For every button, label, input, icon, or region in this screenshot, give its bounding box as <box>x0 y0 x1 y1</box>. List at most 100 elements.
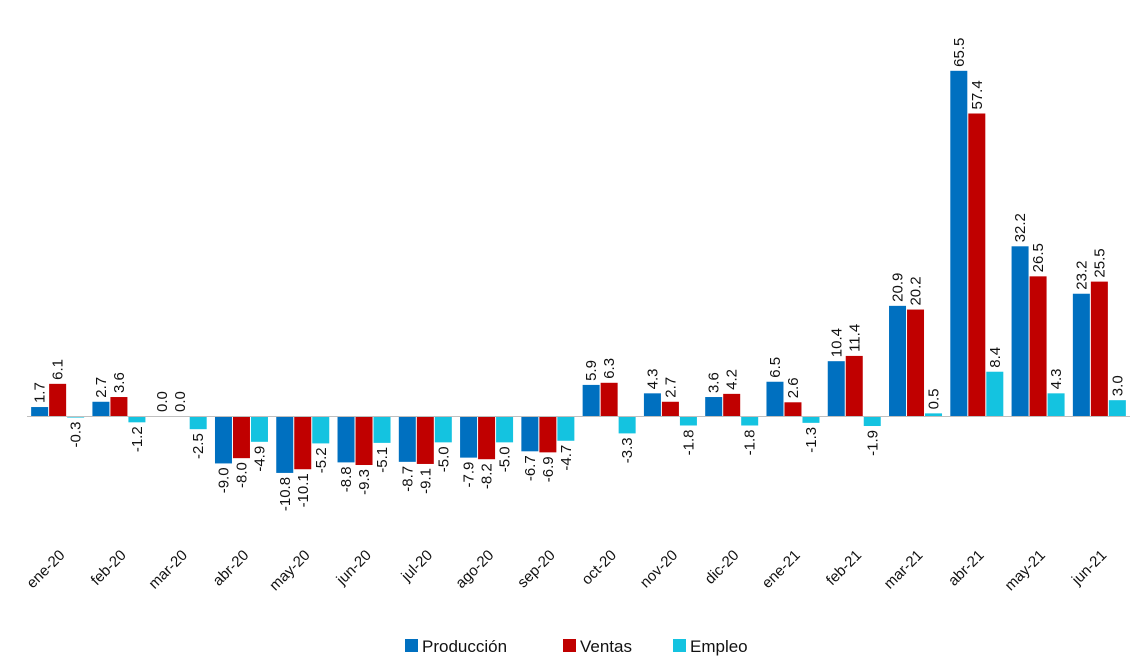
bar-ventas-feb-20 <box>110 397 128 416</box>
x-tick-label-oct-20: oct-20 <box>578 547 620 589</box>
legend-label-empleo: Empleo <box>690 637 748 656</box>
bar-ventas-jun-20 <box>355 416 373 466</box>
data-label-empleo-jul-20: -5.0 <box>435 446 452 472</box>
data-label-ventas-jul-20: -9.1 <box>417 468 434 494</box>
bar-producción-mar-21 <box>889 305 907 416</box>
legend-swatch-empleo <box>673 639 686 652</box>
bar-empleo-feb-21 <box>863 416 881 427</box>
data-label-producción-abr-20: -9.0 <box>215 467 232 493</box>
data-label-ventas-ene-21: 2.6 <box>785 377 802 398</box>
bar-producción-jul-20 <box>398 416 416 462</box>
x-tick-label-sep-20: sep-20 <box>514 547 558 591</box>
bar-ventas-may-20 <box>294 416 312 470</box>
data-label-ventas-may-20: -10.1 <box>295 473 312 507</box>
data-label-producción-may-21: 32.2 <box>1012 213 1029 242</box>
data-label-empleo-oct-20: -3.3 <box>619 437 636 463</box>
bar-empleo-oct-20 <box>618 416 636 434</box>
x-tick-label-abr-20: abr-20 <box>210 547 253 590</box>
data-labels-layer: 1.76.1-0.32.7 3.6-1.20.0 0.0-2.5-9.0 -8.0-4… <box>32 38 1127 512</box>
x-tick-label-may-21: may-21 <box>1002 547 1049 594</box>
data-label-ventas-oct-20: 6.3 <box>601 358 618 379</box>
data-label-ventas-abr-21: 57.4 <box>969 80 986 109</box>
bar-empleo-jun-21 <box>1108 400 1126 416</box>
data-label-empleo-may-20: -5.2 <box>313 447 330 473</box>
data-label-producción-jun-21: 23.2 <box>1073 261 1090 290</box>
data-label-producción-ago-20: -7.9 <box>461 462 478 488</box>
data-label-producción-nov-20: 4.3 <box>644 368 661 389</box>
x-tick-label-may-20: may-20 <box>266 547 313 594</box>
data-label-empleo-abr-20: -4.9 <box>251 446 268 472</box>
bar-producción-ago-20 <box>460 416 478 458</box>
bar-producción-jun-20 <box>337 416 355 463</box>
x-tick-label-nov-20: nov-20 <box>637 547 681 591</box>
bar-producción-may-21 <box>1011 246 1029 416</box>
x-axis-tick-labels: ene-20 feb-20 mar-20 abr-20 may-20 jun-20 jul-… <box>23 547 1110 594</box>
x-tick-label-feb-20: feb-20 <box>88 547 130 589</box>
bar-empleo-jul-20 <box>434 416 452 443</box>
bar-ventas-nov-20 <box>661 401 679 416</box>
legend: Producción Ventas Empleo <box>405 637 748 656</box>
data-label-empleo-jun-21: 3.0 <box>1109 375 1126 396</box>
bar-producción-feb-21 <box>827 361 845 416</box>
bar-empleo-sep-20 <box>557 416 575 441</box>
data-label-producción-mar-21: 20.9 <box>890 273 907 302</box>
bar-ventas-may-21 <box>1029 276 1047 417</box>
data-label-ventas-mar-20: 0.0 <box>172 391 189 412</box>
bar-producción-dic-20 <box>705 397 723 416</box>
x-tick-label-mar-21: mar-21 <box>881 547 927 593</box>
bar-empleo-jun-20 <box>373 416 391 443</box>
data-label-empleo-feb-21: -1.9 <box>864 430 881 456</box>
bar-ventas-jul-20 <box>416 416 434 464</box>
bar-ventas-ago-20 <box>478 416 496 460</box>
bar-empleo-ago-20 <box>496 416 514 443</box>
data-label-producción-ene-21: 6.5 <box>767 357 784 378</box>
data-label-empleo-jun-20: -5.1 <box>374 447 391 473</box>
data-label-empleo-may-21: 4.3 <box>1048 368 1065 389</box>
data-label-producción-may-20: -10.8 <box>277 477 294 511</box>
data-label-producción-oct-20: 5.9 <box>583 360 600 381</box>
bar-producción-abr-20 <box>214 416 232 464</box>
bar-empleo-feb-20 <box>128 416 146 423</box>
bars-layer <box>31 70 1126 473</box>
data-label-ventas-ene-20: 6.1 <box>50 359 67 380</box>
bar-ventas-ene-21 <box>784 402 802 416</box>
data-label-producción-feb-21: 10.4 <box>828 328 845 357</box>
data-label-empleo-ene-21: -1.3 <box>803 427 820 453</box>
data-label-empleo-ago-20: -5.0 <box>497 446 514 472</box>
bar-empleo-may-20 <box>312 416 330 444</box>
bar-empleo-dic-20 <box>741 416 759 426</box>
x-tick-label-ene-20: ene-20 <box>23 547 68 592</box>
bar-ventas-mar-21 <box>907 309 925 416</box>
data-label-empleo-ene-20: -0.3 <box>68 422 85 448</box>
data-label-producción-jul-20: -8.7 <box>399 466 416 492</box>
bar-producción-feb-20 <box>92 401 110 416</box>
bar-empleo-may-21 <box>1047 393 1065 416</box>
bar-producción-may-20 <box>276 416 294 473</box>
data-label-producción-abr-21: 65.5 <box>951 38 968 67</box>
data-label-empleo-mar-21: 0.5 <box>926 389 943 410</box>
bar-ventas-abr-20 <box>232 416 250 459</box>
x-tick-label-jun-20: jun-20 <box>333 547 375 589</box>
x-tick-label-mar-20: mar-20 <box>145 547 191 593</box>
x-tick-label-ago-20: ago-20 <box>452 547 497 592</box>
data-label-producción-dic-20: 3.6 <box>706 372 723 393</box>
data-label-empleo-nov-20: -1.8 <box>680 429 697 455</box>
legend-swatch-producción <box>405 639 418 652</box>
bar-empleo-abr-20 <box>250 416 268 442</box>
data-label-producción-sep-20: -6.7 <box>522 455 539 481</box>
bar-ventas-sep-20 <box>539 416 557 453</box>
data-label-producción-mar-20: 0.0 <box>154 391 171 412</box>
bar-producción-abr-21 <box>950 70 968 416</box>
data-label-producción-ene-20: 1.7 <box>32 382 49 403</box>
bar-empleo-mar-21 <box>925 413 943 416</box>
data-label-ventas-abr-20: -8.0 <box>233 462 250 488</box>
legend-swatch-ventas <box>563 639 576 652</box>
data-label-producción-feb-20: 2.7 <box>93 377 110 398</box>
data-label-ventas-feb-20: 3.6 <box>111 372 128 393</box>
data-label-empleo-feb-20: -1.2 <box>129 426 146 452</box>
bar-producción-ene-21 <box>766 381 784 416</box>
bar-empleo-nov-20 <box>679 416 697 426</box>
bar-empleo-mar-20 <box>189 416 207 430</box>
bar-empleo-ene-21 <box>802 416 820 423</box>
